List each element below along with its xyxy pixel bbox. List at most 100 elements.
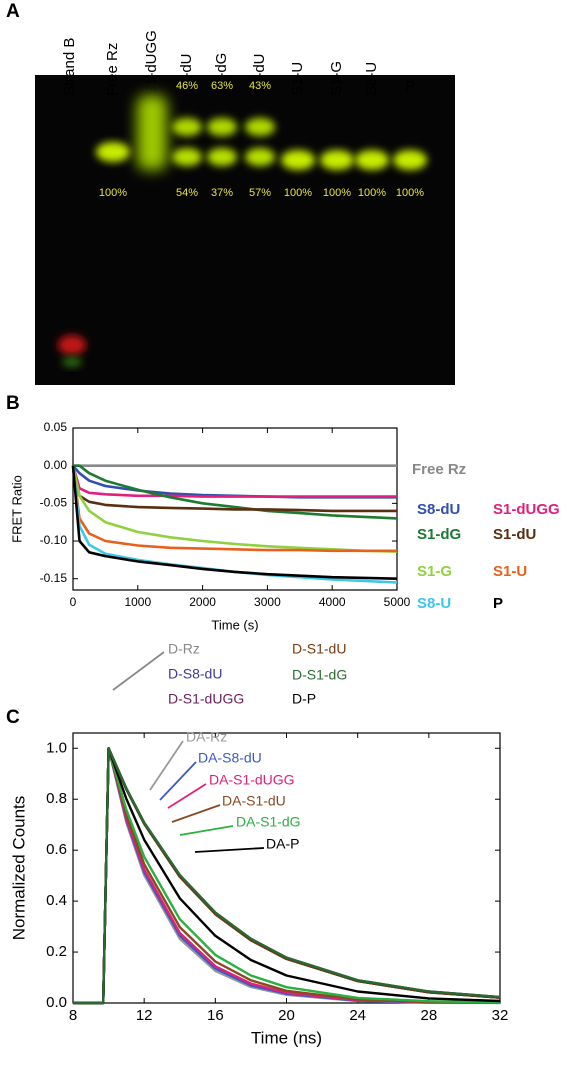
x-tick-label: 2000: [189, 595, 216, 609]
legend-label: P: [493, 595, 503, 612]
x-tick-label: 32: [492, 1007, 509, 1024]
y-axis-label: Normalized Counts: [9, 796, 28, 941]
legend-label: DA-S1-dG: [236, 814, 301, 830]
lane-label: S1-dG: [213, 53, 230, 96]
gel-band: [393, 150, 427, 170]
legend-label: S1-dU: [493, 526, 536, 543]
legend-label: S1-dG: [417, 526, 461, 543]
y-tick-label: 0.6: [46, 841, 67, 858]
legend-label: S1-U: [493, 563, 527, 580]
band-percent: 100%: [284, 187, 312, 199]
leader-line: [179, 825, 234, 836]
lane-label: S1-dU: [178, 53, 195, 96]
y-axis-label: FRET Ratio: [9, 475, 24, 543]
gel-band: [320, 150, 354, 170]
gel-band: [245, 148, 275, 166]
lane-label: S8-U: [363, 62, 380, 96]
legend-label: D-S1-dUGG: [168, 691, 244, 707]
gel-band: [172, 148, 202, 166]
series-line: [73, 464, 398, 520]
leader-line: [171, 804, 221, 823]
series-line: [72, 464, 397, 499]
x-tick-label: 4000: [319, 595, 346, 609]
plot-frame: [72, 427, 398, 591]
gel-band: [207, 148, 237, 166]
leader-line: [167, 783, 207, 809]
legend-label: DA-S1-dU: [222, 793, 286, 809]
band-percent: 100%: [396, 187, 424, 199]
gel-band: [207, 118, 237, 136]
x-tick-label: 0: [70, 595, 77, 609]
x-tick-label: 8: [69, 1007, 77, 1024]
panel-label: B: [6, 393, 20, 414]
leader-line: [149, 740, 184, 791]
lane-label: S8-dU: [251, 53, 268, 96]
series-line: [73, 747, 501, 1005]
band-percent: 46%: [176, 80, 198, 92]
legend-label: D-Rz: [168, 641, 200, 657]
x-tick-label: 16: [207, 1007, 224, 1024]
series-line: [71, 465, 398, 584]
x-tick-label: 28: [420, 1007, 437, 1024]
legend-label: DA-S1-dUGG: [209, 772, 295, 788]
panel-label: C: [6, 707, 20, 728]
gel-band: [281, 150, 315, 170]
y-tick-label: 0.2: [46, 943, 67, 960]
x-axis-label: Time (s): [211, 617, 258, 632]
series-line: [71, 465, 398, 553]
x-tick-label: 1000: [124, 595, 151, 609]
series-line: [71, 465, 398, 580]
leader-line: [159, 761, 197, 801]
legend-label: S8-U: [417, 595, 451, 612]
gel-band: [355, 150, 389, 170]
gel-band: [137, 95, 167, 170]
legend-label: DA-S8-dU: [198, 750, 262, 766]
gel-band: [172, 118, 202, 136]
x-tick-label: 20: [278, 1007, 295, 1024]
y-tick-label: -0.15: [40, 571, 68, 585]
band-percent: 37%: [211, 187, 233, 199]
lane-label: S1-U: [289, 62, 306, 96]
y-tick-label: 1.0: [46, 739, 67, 756]
lane-label: S1-G: [328, 61, 345, 96]
gel-band: [245, 118, 275, 136]
legend-label: S8-dU: [417, 501, 460, 518]
legend-label: S1-G: [417, 563, 452, 580]
gel-band: [96, 142, 130, 162]
legend-label: D-S1-dU: [292, 641, 346, 657]
leader-line: [112, 651, 165, 691]
band-percent: 43%: [249, 80, 271, 92]
panel-label: A: [6, 1, 20, 22]
lane-label: Strand B: [61, 38, 78, 96]
y-tick-label: 0.0: [46, 994, 67, 1011]
gel-image: [35, 75, 455, 385]
legend-label: DA-Rz: [186, 729, 227, 745]
series-line: [71, 465, 397, 553]
band-percent: 100%: [323, 187, 351, 199]
series-line: [71, 465, 397, 513]
legend-label: DA-P: [266, 836, 299, 852]
gel-spot: [62, 357, 82, 367]
y-tick-label: 0.05: [44, 420, 68, 434]
y-tick-label: 0.4: [46, 892, 67, 909]
x-tick-label: 24: [349, 1007, 366, 1024]
band-percent: 63%: [211, 80, 233, 92]
x-tick-label: 5000: [384, 595, 411, 609]
band-percent: 54%: [176, 187, 198, 199]
x-axis-label: Time (ns): [251, 1028, 322, 1047]
legend-label: D-P: [292, 691, 316, 707]
lane-label: S1-dUGG: [143, 30, 160, 96]
lane-label: Free Rz: [104, 43, 121, 96]
gel-spot: [58, 335, 86, 355]
y-tick-label: 0.00: [44, 458, 68, 472]
band-percent: 100%: [99, 187, 127, 199]
y-tick-label: 0.8: [46, 790, 67, 807]
legend-label: D-S1-dG: [292, 667, 347, 683]
band-percent: 100%: [358, 187, 386, 199]
legend-label: S1-dUGG: [493, 501, 560, 518]
leader-line: [194, 847, 265, 853]
legend-label: Free Rz: [412, 461, 466, 478]
x-tick-label: 12: [136, 1007, 153, 1024]
band-percent: 57%: [249, 187, 271, 199]
